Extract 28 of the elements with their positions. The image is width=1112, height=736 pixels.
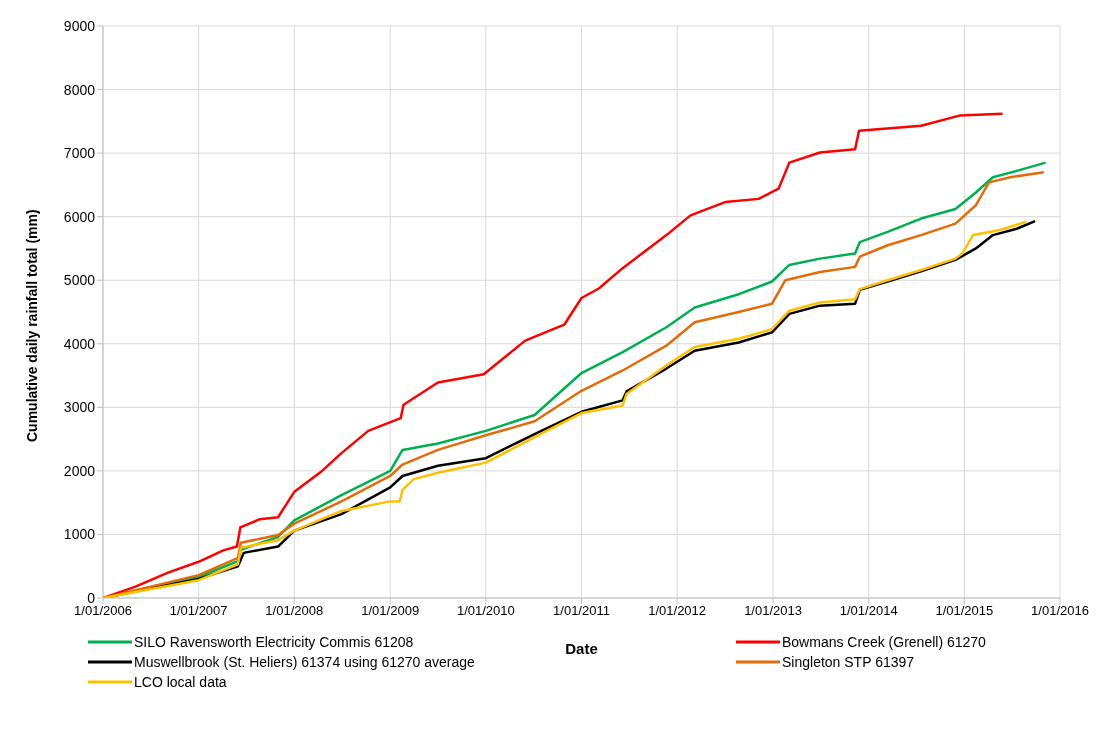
y-tick-label: 9000: [63, 17, 96, 34]
x-tick-label: 1/01/2015: [935, 603, 994, 619]
legend-label: Singleton STP 61397: [782, 654, 915, 670]
y-axis-title: Cumulative daily rainfall total (mm): [23, 209, 40, 442]
y-tick-label: 1000: [63, 526, 96, 543]
x-tick-label: 1/01/2006: [74, 603, 132, 619]
x-tick-label: 1/01/2016: [1031, 603, 1089, 619]
x-tick-label: 1/01/2009: [361, 603, 420, 619]
x-tick-label: 1/01/2014: [839, 603, 898, 619]
y-tick-label: 7000: [63, 145, 96, 162]
legend-label: LCO local data: [134, 674, 227, 690]
x-tick-label: 1/01/2012: [648, 603, 707, 619]
y-tick-label: 5000: [63, 272, 96, 289]
y-tick-label: 3000: [63, 399, 96, 416]
x-tick-label: 1/01/2008: [265, 603, 324, 619]
legend-label: SILO Ravensworth Electricity Commis 61208: [134, 634, 414, 650]
y-tick-label: 0: [87, 589, 96, 606]
y-tick-label: 6000: [63, 208, 96, 225]
y-tick-label: 2000: [63, 462, 96, 479]
x-tick-label: 1/01/2013: [744, 603, 802, 619]
legend-label: Bowmans Creek (Grenell) 61270: [782, 634, 986, 650]
legend-label: Muswellbrook (St. Heliers) 61374 using 61270 average: [134, 654, 475, 670]
y-tick-label: 4000: [63, 335, 96, 352]
x-axis-title: Date: [565, 640, 598, 657]
x-tick-label: 1/01/2011: [553, 603, 610, 619]
x-tick-label: 1/01/2007: [169, 603, 228, 619]
x-tick-label: 1/01/2010: [456, 603, 515, 619]
y-tick-label: 8000: [63, 81, 96, 98]
